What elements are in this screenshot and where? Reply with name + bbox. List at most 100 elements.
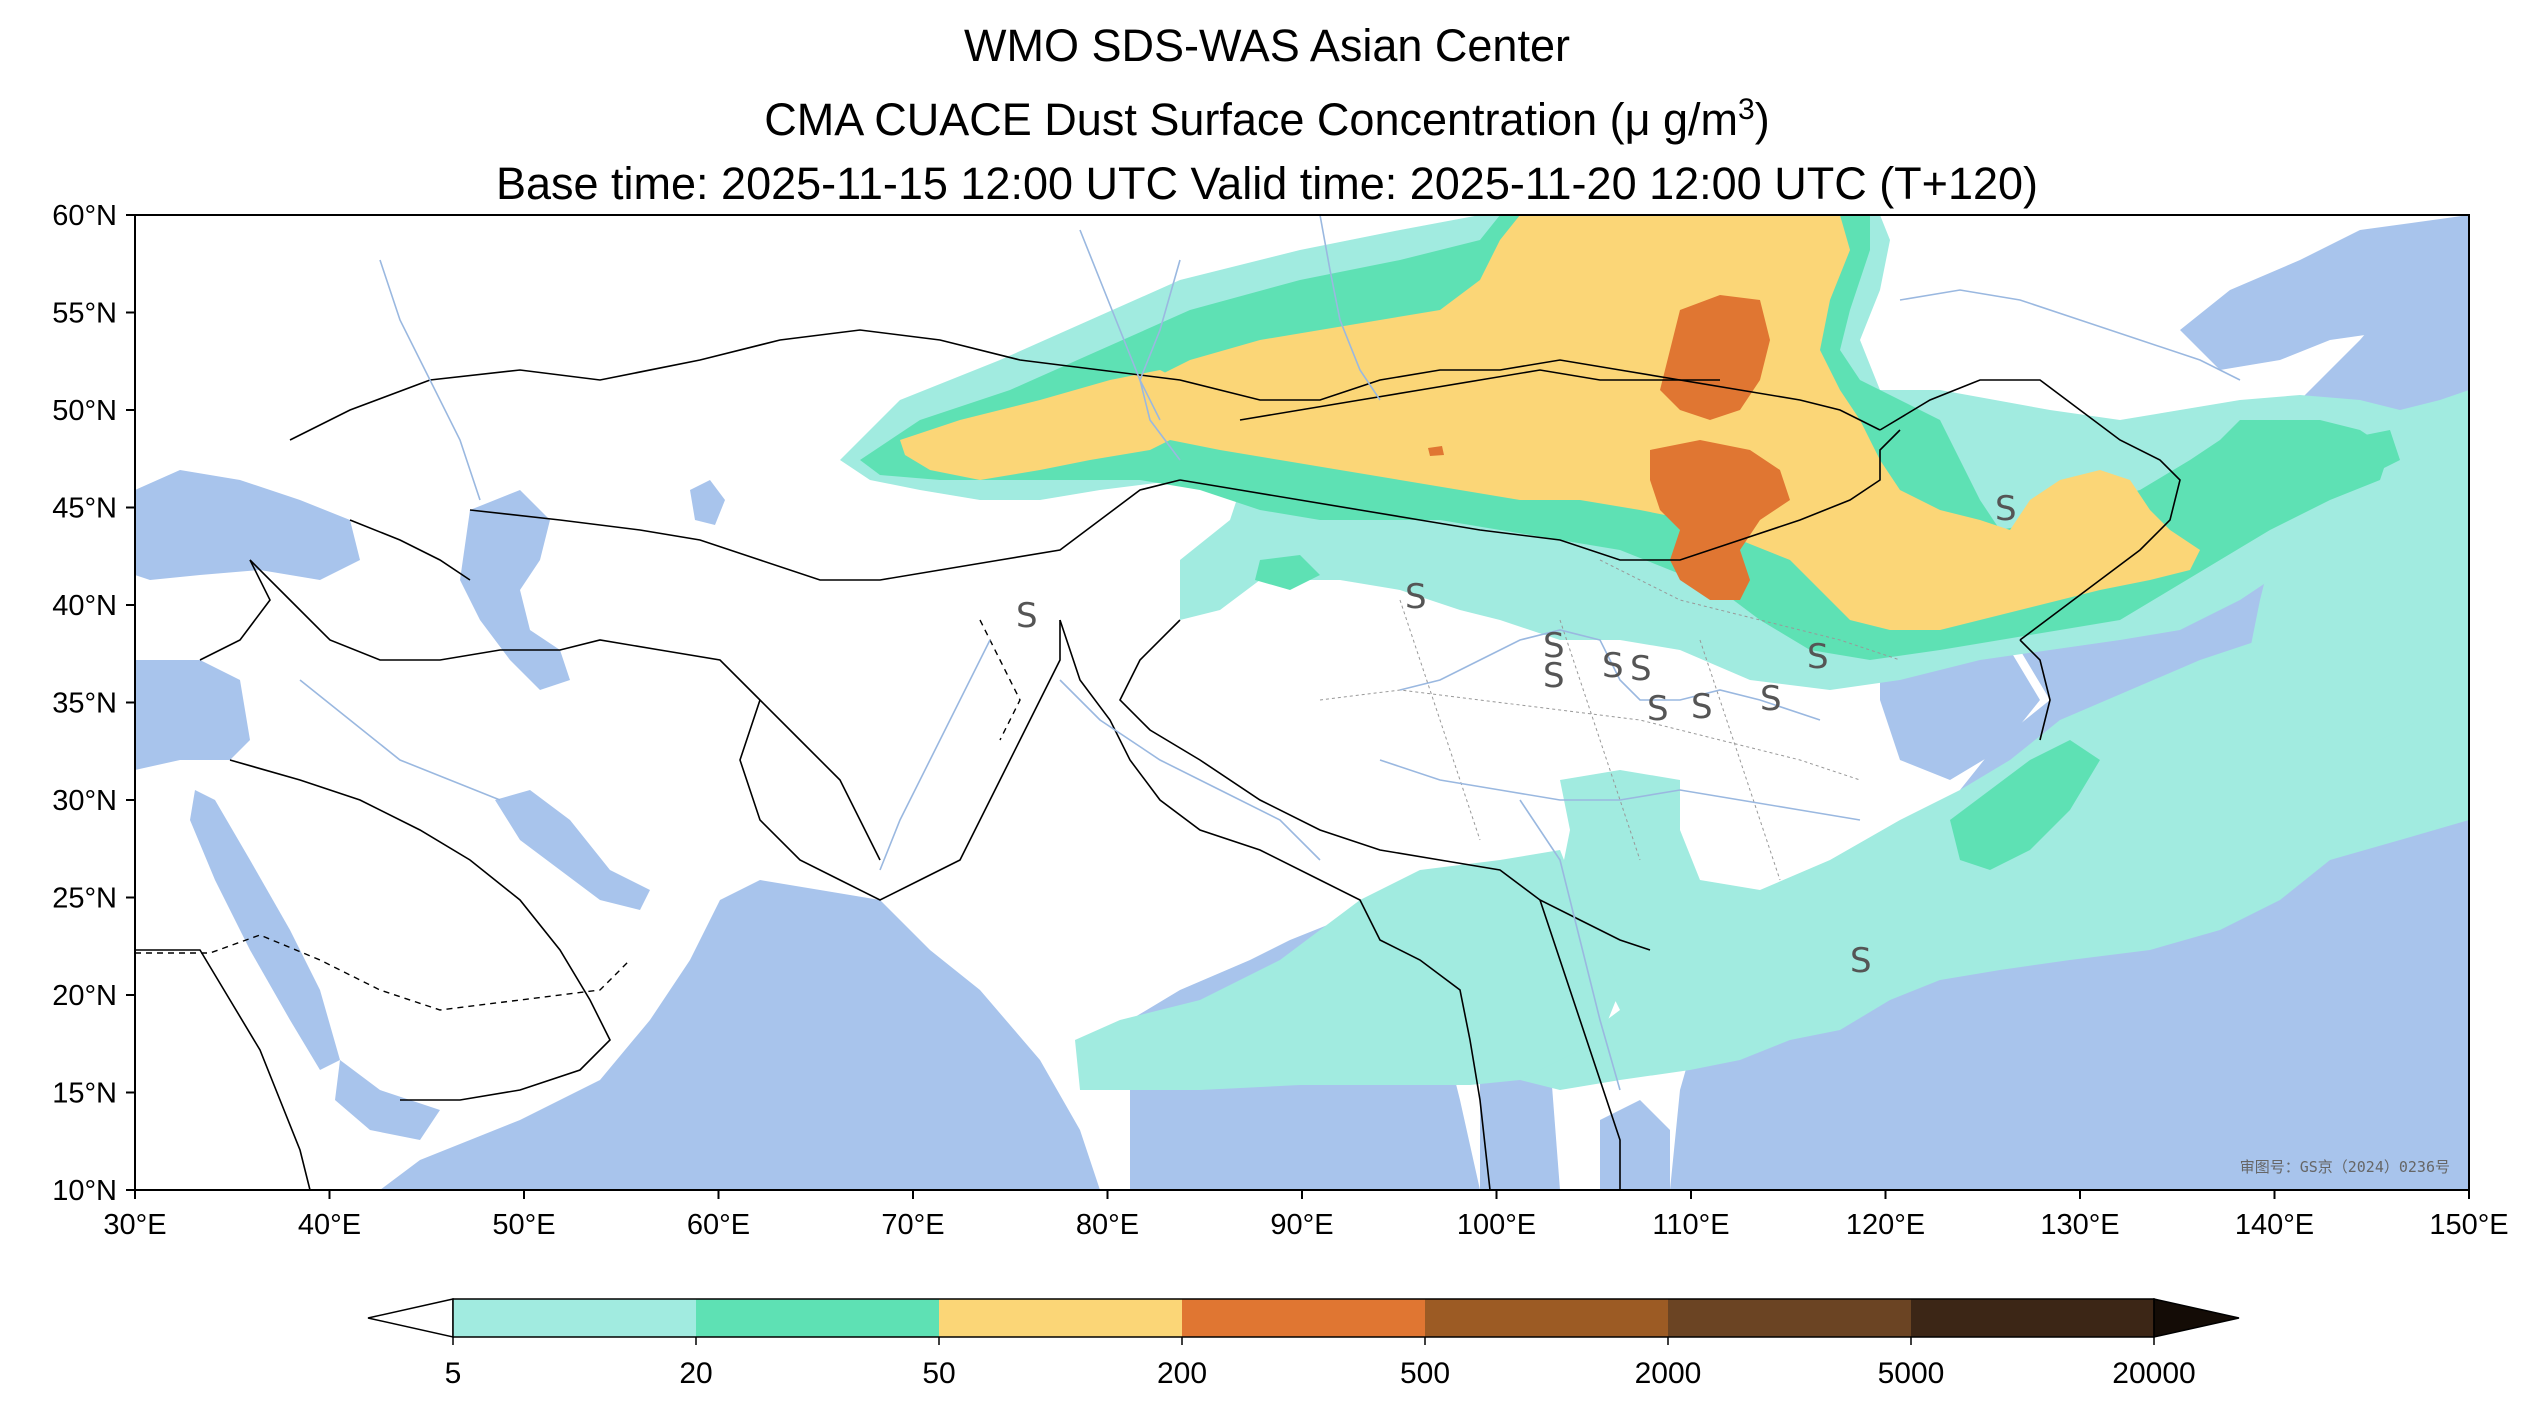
colorbar-label: 2000 [1635,1357,1702,1390]
colorbar-label: 5 [445,1357,462,1390]
colorbar-label: 50 [922,1357,955,1390]
colorbar-label: 500 [1400,1357,1450,1390]
lon-tick-label: 90°E [1270,1209,1333,1241]
border-russia-south [289,329,1881,441]
dust-20-west-spot [1255,555,1320,590]
river-tigris [299,679,501,801]
ocean-black-sea [135,470,360,580]
lon-tick-label: 40°E [298,1209,361,1241]
ocean-gulf-of-thailand [1600,1100,1670,1190]
dust-200-north [1660,295,1770,420]
colorbar-label: 200 [1157,1357,1207,1390]
colorbar-label: 20000 [2112,1357,2195,1390]
dust-50-west-lobe [900,370,1200,480]
dust-200-gobi [1650,440,1790,600]
title-line-2: CMA CUACE Dust Surface Concentration (μ … [0,78,2534,152]
dust-5-pacific-east [2250,440,2469,740]
border-southeast-asia [1539,899,1621,1190]
province-line-4 [1699,639,1781,881]
province-line-3 [1559,619,1641,861]
colorbar-swatch [939,1299,1183,1337]
dust-storm-marker: S [1850,941,1872,981]
border-china-northeast [1879,379,2181,641]
title-line-2-unit: μ g/m [1624,94,1739,145]
ocean-persian-gulf [495,790,650,910]
province-borders [1319,559,1901,881]
colorbar-label: 20 [679,1357,712,1390]
dust-layers [840,215,2469,1090]
colorbar-swatch [1182,1299,1426,1337]
dust-storm-marker: S [1647,689,1669,729]
chart-titles: WMO SDS-WAS Asian Center CMA CUACE Dust … [0,14,2534,216]
latitude-axis: 60°N 55°N 50°N 45°N 40°N 35°N 30°N 25°N 20°N 15°N… [52,200,135,1207]
border-india [1059,619,1491,1190]
dust-storm-marker: S [1995,489,2017,529]
lat-tick-label: 10°N [52,1175,117,1207]
dust-storm-marker: S [1405,577,1427,617]
river-amur [1899,289,2241,381]
colorbar-label: 5000 [1878,1357,1945,1390]
border-china-mongolia [1179,429,1901,561]
lon-tick-label: 60°E [687,1209,750,1241]
lon-tick-label: 130°E [2040,1209,2119,1241]
rivers [299,215,2241,1091]
dust-200-spot [1428,446,1444,456]
province-line-1 [1319,689,1861,781]
border-kazakhstan [469,479,1181,581]
dust-5-india-band [1075,850,1620,1090]
colorbar-swatch [696,1299,940,1337]
colorbar-under-arrow [367,1298,454,1338]
ocean-mediterranean [135,660,250,770]
lat-tick-label: 50°N [52,395,117,427]
dust-storm-marker: S [1543,626,1565,666]
dust-level-200-500 [1428,295,1790,600]
title-line-2-suffix: ) [1754,94,1770,145]
border-africa [135,949,311,1190]
colorbar-frame [452,1298,2155,1338]
dust-storm-marker: S [1691,687,1713,727]
border-china-southwest [1119,619,1651,951]
colorbar-swatch [1668,1299,1912,1337]
title-line-2-sup: 3 [1738,93,1755,126]
border-caucasus [349,519,471,581]
lat-tick-label: 60°N [52,200,117,232]
lon-tick-label: 100°E [1457,1209,1536,1241]
ocean-red-sea [190,790,340,1070]
lat-tick-label: 25°N [52,883,117,915]
dust-storm-marker: S [1602,646,1624,686]
border-dashed-arabia [135,934,631,1011]
title-line-3: Base time: 2025-11-15 12:00 UTC Valid ti… [495,158,2039,209]
lat-tick-label: 45°N [52,493,117,525]
colorbar-over-arrow [2153,1298,2240,1338]
border-mongolia-north [1239,369,1720,421]
lon-tick-label: 30°E [103,1209,166,1241]
lon-tick-label: 150°E [2429,1209,2508,1241]
province-line-2 [1399,599,1481,841]
ocean-gulf-of-aden [335,1060,440,1140]
lon-tick-label: 140°E [2235,1209,2314,1241]
ocean-arabian-sea [380,880,1100,1190]
river-ganges [1059,679,1321,861]
lon-tick-label: 120°E [1846,1209,1925,1241]
border-arabia [229,759,611,1101]
lon-tick-label: 50°E [492,1209,555,1241]
dust-storm-markers: S S S S S S S S S S S S [1016,489,2017,981]
country-borders [135,329,2181,1190]
map-credit: 审图号：GS京（2024）0236号 [2240,1158,2450,1176]
border-korea [2019,639,2051,741]
river-indus [879,639,991,871]
dust-20-okhotsk-edge [2330,430,2400,480]
ocean-caspian [460,490,570,690]
lat-tick-label: 40°N [52,590,117,622]
river-yellow [1399,629,1821,721]
colorbar-swatch [1425,1299,1669,1337]
border-middle-east [249,559,881,861]
dust-level-50-200 [900,215,2200,630]
longitude-axis: 30°E 40°E 50°E 60°E 70°E 80°E 90°E 100°E 110°E 12… [103,1190,2509,1241]
lat-tick-label: 55°N [52,298,117,330]
lon-tick-label: 70°E [881,1209,944,1241]
lon-tick-label: 80°E [1076,1209,1139,1241]
river-yenisei [1319,215,1381,401]
dust-storm-marker: S [1016,596,1038,636]
colorbar-swatch [1911,1299,2155,1337]
